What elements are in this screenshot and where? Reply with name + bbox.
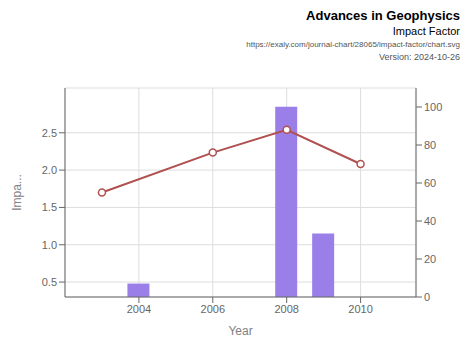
svg-text:0: 0 (424, 291, 430, 303)
svg-text:Impa...: Impa... (10, 174, 24, 211)
svg-text:80: 80 (424, 139, 436, 151)
html-text:Advances in Geophysics: Advances in Geophysics (306, 8, 460, 23)
svg-text:2.0: 2.0 (42, 164, 57, 176)
svg-text:0.5: 0.5 (42, 276, 57, 288)
html-text:Version: 2024-10-26: Version: 2024-10-26 (378, 52, 460, 62)
html-text:Impact Factor: Impact Factor (392, 25, 460, 37)
svg-text:100: 100 (424, 101, 442, 113)
svg-text:2004: 2004 (127, 303, 151, 315)
svg-text:2006: 2006 (201, 303, 225, 315)
svg-text:20: 20 (424, 253, 436, 265)
html-text:https://exaly.com/journal-char: https://exaly.com/journal-chart/28065/im… (246, 40, 460, 49)
svg-text:2.5: 2.5 (42, 127, 57, 139)
svg-text:60: 60 (424, 177, 436, 189)
svg-text:2010: 2010 (348, 303, 372, 315)
svg-text:1.5: 1.5 (42, 201, 57, 213)
svg-text:40: 40 (424, 215, 436, 227)
svg-text:2008: 2008 (274, 303, 298, 315)
svg-text:Year: Year (228, 324, 252, 338)
svg-text:1.0: 1.0 (42, 239, 57, 251)
